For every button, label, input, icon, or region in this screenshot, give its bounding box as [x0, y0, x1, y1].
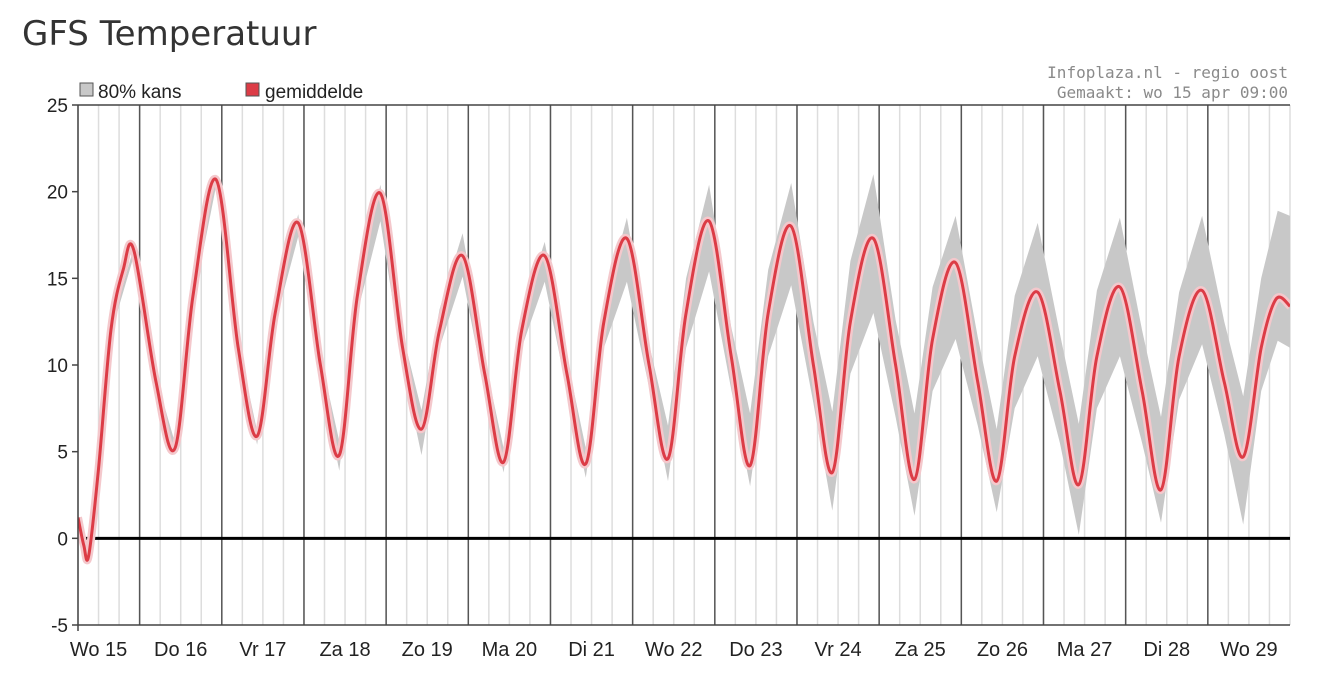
y-tick-label: 20	[47, 183, 68, 204]
plot-area: 25 20 15 10 5 0 -5Wo 15 Do 16 Vr 17 Za 18 Zo 19 Ma …	[47, 96, 1291, 661]
x-tick-label: Ma 27	[1057, 639, 1113, 661]
x-tick-label: Vr 24	[815, 639, 862, 661]
credit: Infoplaza.nl - regio oost Gemaakt: wo 15…	[1047, 63, 1288, 102]
x-tick-label: Wo 29	[1220, 639, 1277, 661]
x-tick-label: Za 25	[895, 639, 946, 661]
y-tick-label: -5	[51, 616, 68, 637]
legend-label-mean: gemiddelde	[265, 82, 363, 103]
credit-line-2: Gemaakt: wo 15 apr 09:00	[1057, 83, 1288, 102]
y-tick-label: 25	[47, 96, 68, 117]
legend: 80% kans gemiddelde	[79, 82, 363, 103]
x-tick-label: Zo 19	[402, 639, 453, 661]
x-tick-label: Za 18	[319, 639, 370, 661]
x-tick-label: Di 21	[568, 639, 615, 661]
legend-label-band: 80% kans	[98, 82, 181, 103]
y-tick-label: 10	[47, 356, 68, 377]
x-tick-label: Vr 17	[239, 639, 286, 661]
y-tick-label: 15	[47, 269, 68, 290]
legend-swatch-band	[79, 82, 94, 97]
x-tick-label: Do 23	[729, 639, 782, 661]
x-tick-label: Wo 15	[70, 639, 127, 661]
x-tick-label: Ma 20	[482, 639, 538, 661]
x-tick-label: Di 28	[1143, 639, 1190, 661]
x-tick-label: Zo 26	[977, 639, 1028, 661]
page-title: GFS Temperatuur	[22, 14, 317, 54]
y-tick-label: 0	[57, 529, 68, 550]
x-tick-label: Wo 22	[645, 639, 702, 661]
credit-line-1: Infoplaza.nl - regio oost	[1047, 63, 1288, 82]
legend-swatch-mean	[245, 82, 260, 97]
band-80pct	[78, 174, 1290, 558]
mean-line	[78, 177, 1290, 562]
y-tick-label: 5	[57, 443, 68, 464]
x-tick-label: Do 16	[154, 639, 207, 661]
